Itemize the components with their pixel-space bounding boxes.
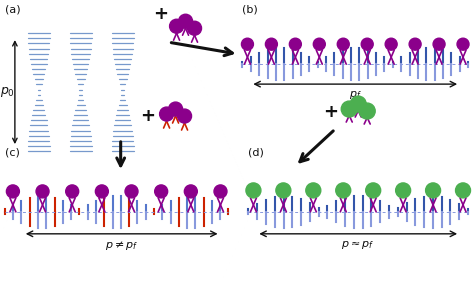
Circle shape [214,185,227,198]
Circle shape [409,38,421,50]
Circle shape [155,185,168,198]
Circle shape [433,38,445,50]
Circle shape [457,38,469,50]
Text: (d): (d) [248,148,264,158]
Circle shape [66,185,79,198]
Text: $p_f$: $p_f$ [349,89,362,101]
Circle shape [36,185,49,198]
Text: +: + [323,103,338,121]
Circle shape [350,96,366,112]
Circle shape [184,185,197,198]
Circle shape [188,21,201,35]
Circle shape [276,183,291,198]
Circle shape [396,183,410,198]
Circle shape [170,19,183,33]
Text: (b): (b) [242,4,258,14]
Circle shape [95,185,109,198]
Circle shape [385,38,397,50]
Circle shape [366,183,381,198]
Text: $p \neq p_f$: $p \neq p_f$ [105,239,138,252]
Text: $p_0$: $p_0$ [0,85,15,99]
Circle shape [361,38,373,50]
Circle shape [337,38,349,50]
Circle shape [313,38,325,50]
Circle shape [246,183,261,198]
Circle shape [306,183,321,198]
Circle shape [336,183,351,198]
Text: $p \approx p_f$: $p \approx p_f$ [341,239,375,251]
Circle shape [179,14,192,28]
Circle shape [265,38,277,50]
Circle shape [178,109,191,123]
Text: +: + [140,107,155,125]
Circle shape [341,101,357,117]
Circle shape [125,185,138,198]
Circle shape [359,103,375,119]
Circle shape [241,38,254,50]
Circle shape [160,107,173,121]
Circle shape [289,38,301,50]
Circle shape [426,183,440,198]
Text: (a): (a) [5,4,20,14]
Text: +: + [153,5,168,23]
Circle shape [456,183,471,198]
Circle shape [6,185,19,198]
Text: (c): (c) [5,148,20,158]
Circle shape [169,102,182,116]
